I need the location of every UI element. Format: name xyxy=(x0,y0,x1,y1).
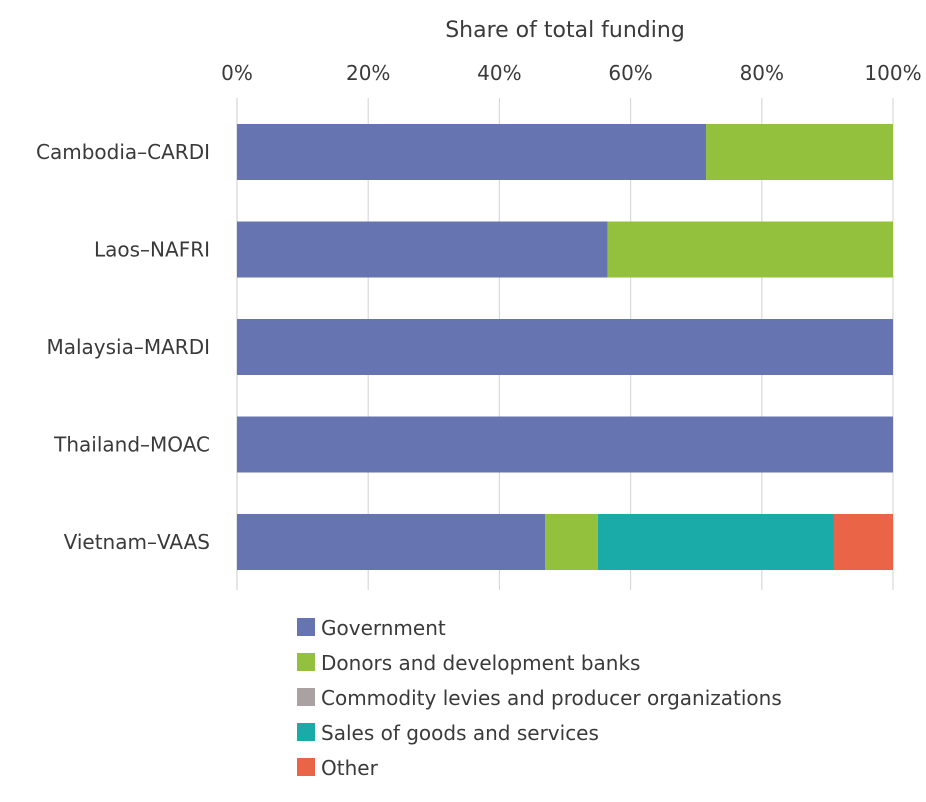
category-labels: Cambodia–CARDI Laos–NAFRI Malaysia–MARDI Th… xyxy=(36,140,210,554)
legend-swatch xyxy=(297,688,315,706)
legend: Government Donors and development banks Co… xyxy=(297,616,782,780)
bar-segment xyxy=(706,124,893,180)
bar-segment xyxy=(237,124,707,180)
legend-label: Government xyxy=(321,616,446,640)
category-label: Cambodia–CARDI xyxy=(36,140,210,164)
bar-segment xyxy=(545,514,598,570)
legend-swatch xyxy=(297,618,315,636)
legend-swatch xyxy=(297,758,315,776)
bar-segment xyxy=(237,416,893,473)
bar-segment xyxy=(833,514,893,570)
legend-label: Commodity levies and producer organizati… xyxy=(321,686,782,710)
category-label: Laos–NAFRI xyxy=(94,238,210,262)
x-tick-label: 40% xyxy=(477,61,521,85)
category-label: Malaysia–MARDI xyxy=(46,335,210,359)
bar-segment xyxy=(237,221,608,278)
bar-segment xyxy=(597,514,834,570)
legend-label: Other xyxy=(321,756,379,780)
bar-segment xyxy=(237,514,546,570)
bars xyxy=(237,124,893,570)
x-tick-label: 20% xyxy=(346,61,390,85)
x-axis-title: Share of total funding xyxy=(445,18,685,43)
category-label: Vietnam–VAAS xyxy=(64,530,210,554)
legend-swatch xyxy=(297,653,315,671)
x-tick-label: 0% xyxy=(221,61,253,85)
x-tick-label: 100% xyxy=(864,61,921,85)
x-tick-label: 60% xyxy=(608,61,652,85)
legend-swatch xyxy=(297,723,315,741)
category-label: Thailand–MOAC xyxy=(53,433,210,457)
legend-label: Sales of goods and services xyxy=(321,721,599,745)
bar-segment xyxy=(607,221,893,278)
x-tick-label: 80% xyxy=(740,61,784,85)
x-axis-ticks: 0% 20% 40% 60% 80% 100% xyxy=(221,61,921,85)
bar-segment xyxy=(237,319,893,375)
legend-label: Donors and development banks xyxy=(321,651,640,675)
